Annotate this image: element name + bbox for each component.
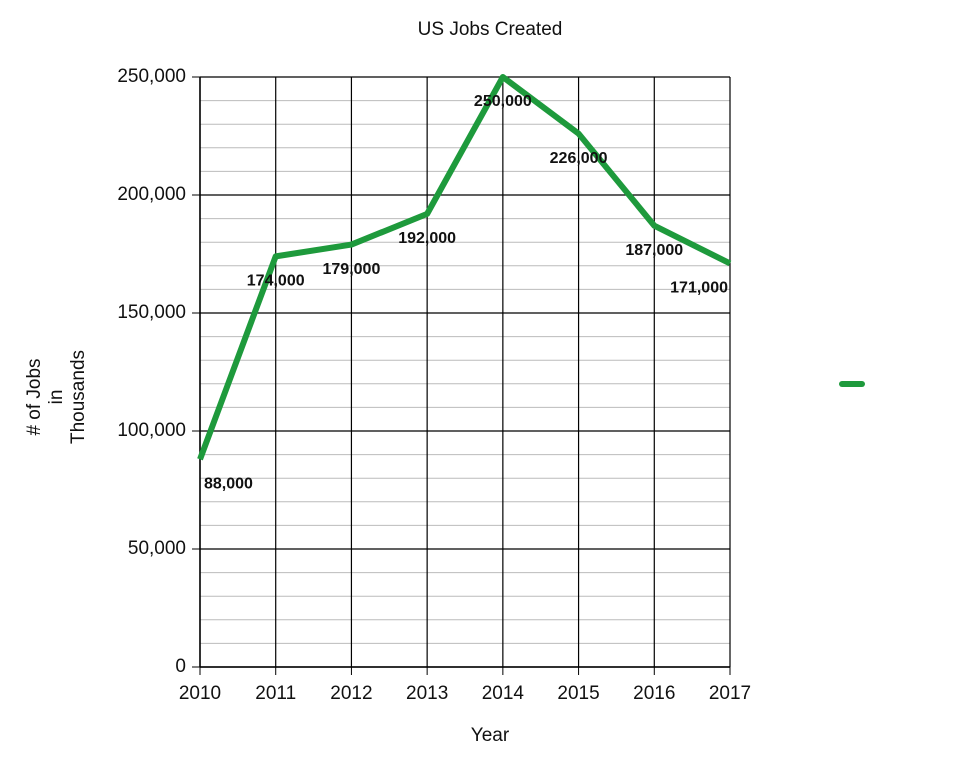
y-tick-label: 50,000 xyxy=(128,538,186,559)
chart-title: US Jobs Created xyxy=(418,19,563,40)
x-tick-label: 2012 xyxy=(330,683,372,704)
y-tick-label: 250,000 xyxy=(117,66,186,87)
data-label: 226,000 xyxy=(550,150,608,167)
y-tick-label: 0 xyxy=(175,656,186,677)
x-tick-label: 2013 xyxy=(406,683,448,704)
x-tick-label: 2010 xyxy=(179,683,221,704)
data-label: 250,000 xyxy=(474,93,532,110)
data-label: 187,000 xyxy=(625,242,683,259)
data-label: 192,000 xyxy=(398,230,456,247)
x-tick-label: 2016 xyxy=(633,683,675,704)
data-line xyxy=(197,74,732,461)
data-label: 174,000 xyxy=(247,273,305,290)
x-tick-label: 2017 xyxy=(709,683,751,704)
data-label: 171,000 xyxy=(670,280,728,297)
data-label: 88,000 xyxy=(204,476,253,493)
y-tick-label: 100,000 xyxy=(117,420,186,441)
x-tick-label: 2011 xyxy=(255,683,296,704)
y-tick-label: 200,000 xyxy=(117,184,186,205)
y-tick-label: 150,000 xyxy=(117,302,186,323)
y-axis-label-line: Thousands xyxy=(68,350,89,444)
x-tick-label: 2015 xyxy=(557,683,599,704)
y-axis-label-line: # of Jobs xyxy=(24,358,45,435)
x-axis-label: Year xyxy=(471,725,510,746)
y-axis-label: # of Jobs in Thousands xyxy=(24,350,89,444)
x-tick-label: 2014 xyxy=(482,683,525,704)
y-axis-label-line: in xyxy=(46,390,67,405)
data-label: 179,000 xyxy=(323,261,381,278)
